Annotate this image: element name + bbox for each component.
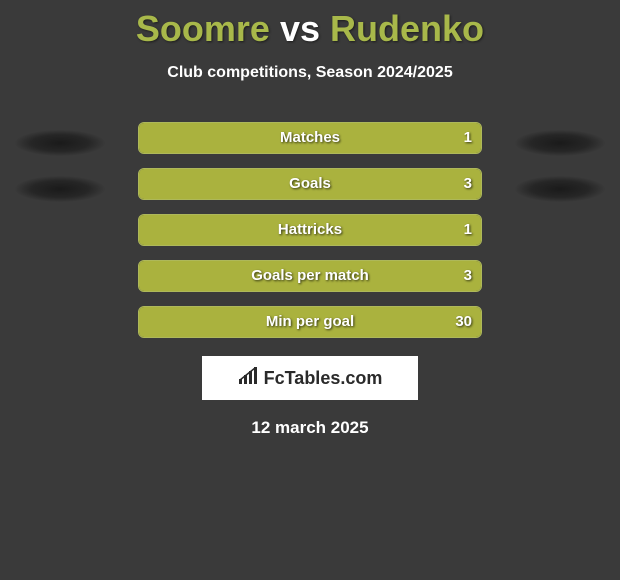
logo-text: FcTables.com bbox=[264, 368, 383, 389]
date-text: 12 march 2025 bbox=[0, 418, 620, 438]
shadow-icon bbox=[515, 176, 605, 202]
logo: FcTables.com bbox=[238, 367, 383, 390]
bar-fill bbox=[139, 123, 481, 153]
bar-container bbox=[138, 306, 482, 338]
bar-chart-icon bbox=[238, 367, 260, 390]
bar-row: Matches1 bbox=[0, 122, 620, 154]
bar-fill bbox=[139, 169, 481, 199]
title-vs: vs bbox=[280, 8, 320, 49]
bar-row: Min per goal30 bbox=[0, 306, 620, 338]
title-player1: Soomre bbox=[136, 8, 270, 49]
bar-container bbox=[138, 168, 482, 200]
comparison-chart: Matches1 Goals3 Hattricks1 Goals per match3… bbox=[0, 122, 620, 338]
bar-row: Goals3 bbox=[0, 168, 620, 200]
bar-row: Goals per match3 bbox=[0, 260, 620, 292]
logo-box: FcTables.com bbox=[202, 356, 418, 400]
bar-container bbox=[138, 260, 482, 292]
subtitle: Club competitions, Season 2024/2025 bbox=[0, 64, 620, 82]
title-player2: Rudenko bbox=[330, 8, 484, 49]
shadow-icon bbox=[15, 176, 105, 202]
bar-fill bbox=[139, 307, 481, 337]
bar-container bbox=[138, 122, 482, 154]
bar-container bbox=[138, 214, 482, 246]
shadow-icon bbox=[515, 130, 605, 156]
bar-fill bbox=[139, 261, 481, 291]
bar-row: Hattricks1 bbox=[0, 214, 620, 246]
bar-fill bbox=[139, 215, 481, 245]
shadow-icon bbox=[15, 130, 105, 156]
page-title: Soomre vs Rudenko bbox=[0, 0, 620, 50]
